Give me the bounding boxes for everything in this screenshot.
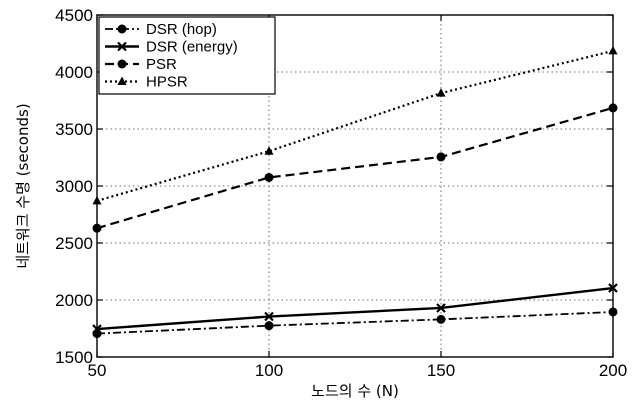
data-point xyxy=(264,311,274,322)
y-tick-label: 1500 xyxy=(55,348,93,367)
y-tick-label: 2000 xyxy=(55,291,93,310)
legend-swatch-marker xyxy=(117,41,127,52)
data-point xyxy=(264,321,274,331)
y-tick-label: 3500 xyxy=(55,120,93,139)
legend-entry: DSR (energy) xyxy=(105,39,238,56)
series-dsr-energy xyxy=(92,283,618,334)
data-point xyxy=(436,88,446,97)
data-point xyxy=(264,172,274,182)
legend-entry: PSR xyxy=(105,56,177,73)
data-point xyxy=(264,146,274,155)
legend-swatch-marker-stroke xyxy=(117,41,127,52)
y-axis-label: 네트워크 수명 (seconds) xyxy=(14,103,32,268)
series-line xyxy=(96,286,614,331)
x-tick-label: 50 xyxy=(88,361,107,380)
data-point xyxy=(436,152,446,162)
x-axis-label: 노드의 수 (N) xyxy=(311,382,399,400)
legend-swatch-marker xyxy=(117,24,127,34)
legend-swatch-marker xyxy=(117,59,127,69)
data-point-stroke xyxy=(264,311,274,322)
data-point xyxy=(436,303,446,313)
y-tick-label: 4000 xyxy=(55,63,93,82)
legend-label: PSR xyxy=(146,56,177,73)
legend-entry: DSR (hop) xyxy=(105,21,217,38)
legend-label: HPSR xyxy=(146,74,188,91)
y-tick-label: 2500 xyxy=(55,234,93,253)
data-point-stroke xyxy=(436,303,446,313)
legend-label: DSR (hop) xyxy=(146,21,217,38)
x-tick-label: 150 xyxy=(427,361,455,380)
series-line xyxy=(96,106,614,230)
y-tick-label: 3000 xyxy=(55,177,93,196)
legend-label: DSR (energy) xyxy=(146,39,238,56)
legend-entry: HPSR xyxy=(105,74,188,91)
series-psr xyxy=(92,103,618,233)
series-line xyxy=(96,311,614,335)
y-tick-label: 4500 xyxy=(55,6,93,25)
axis-ticks: 50 100 150 200 1500 2000 2500 3000 3500 4000 4500 xyxy=(55,6,627,380)
x-tick-label: 100 xyxy=(255,361,283,380)
x-tick-label: 200 xyxy=(599,361,627,380)
legend-swatch-marker xyxy=(117,76,127,85)
data-point xyxy=(436,314,446,324)
